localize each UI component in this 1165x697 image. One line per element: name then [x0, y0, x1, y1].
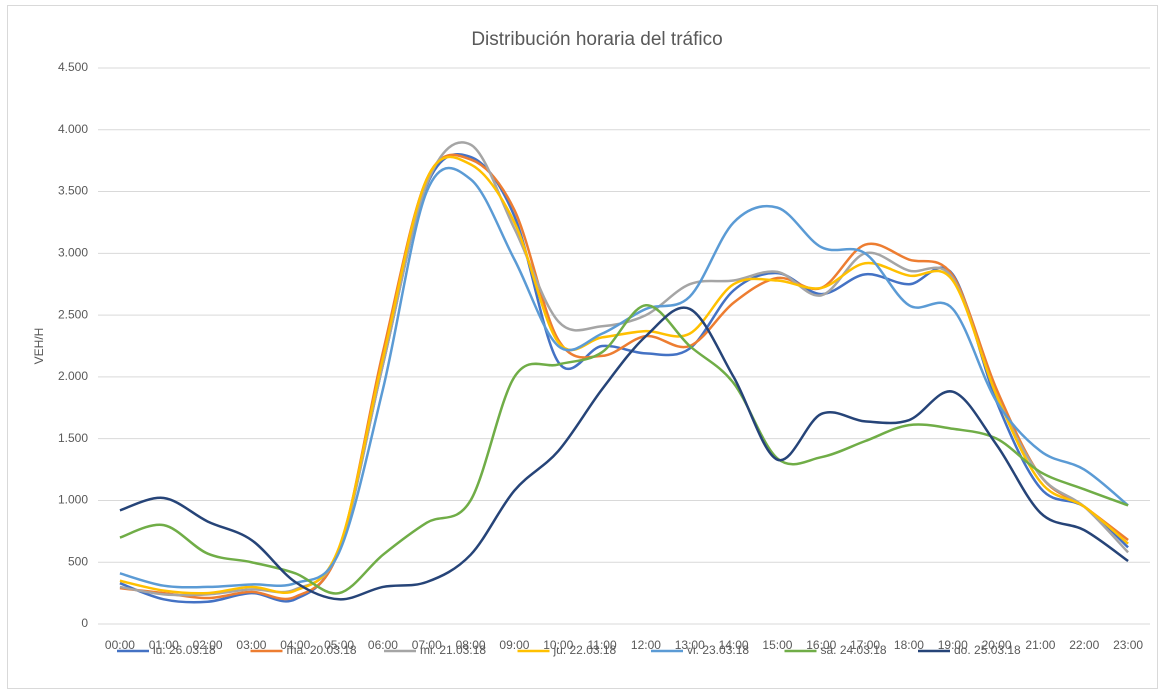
- x-tick-label: 05:00: [324, 638, 354, 652]
- x-tick-label: 17:00: [850, 638, 880, 652]
- chart-title: Distribución horaria del tráfico: [471, 29, 722, 50]
- series-line: [119, 303, 1129, 595]
- series-line: [119, 166, 1129, 589]
- x-tick-label: 02:00: [193, 638, 223, 652]
- x-tick-label: 20:00: [982, 638, 1012, 652]
- x-tick-label: 19:00: [938, 638, 968, 652]
- x-tick-label: 23:00: [1113, 638, 1143, 652]
- x-tick-label: 12:00: [631, 638, 661, 652]
- x-tick-label: 21:00: [1025, 638, 1055, 652]
- y-tick-label: 0: [81, 616, 88, 630]
- x-tick-label: 09:00: [499, 638, 529, 652]
- y-tick-label: 2.000: [58, 369, 88, 383]
- x-tick-label: 11:00: [588, 638, 617, 652]
- y-axis-label: VEH/H: [32, 328, 46, 365]
- y-tick-label: 2.500: [58, 307, 88, 321]
- x-tick-label: 08:00: [456, 638, 486, 652]
- x-tick-label: 00:00: [105, 638, 135, 652]
- x-tick-label: 10:00: [543, 638, 573, 652]
- x-tick-label: 13:00: [675, 638, 705, 652]
- y-tick-label: 500: [68, 554, 88, 568]
- y-tick-label: 1.500: [58, 431, 88, 445]
- legend-label: lu. 26.03.18: [153, 643, 216, 657]
- x-tick-label: 01:00: [149, 638, 179, 652]
- x-tick-label: 07:00: [412, 638, 442, 652]
- series-line: [119, 306, 1129, 601]
- y-tick-label: 1.000: [58, 493, 88, 507]
- legend-label: sá. 24.03.18: [821, 643, 887, 657]
- x-tick-label: 06:00: [368, 638, 398, 652]
- y-tick-label: 3.000: [58, 246, 88, 260]
- y-tick-label: 4.500: [58, 60, 88, 74]
- legend-label: mi. 21.03.18: [420, 643, 486, 657]
- x-tick-label: 15:00: [762, 638, 792, 652]
- x-tick-label: 03:00: [236, 638, 266, 652]
- x-tick-label: 22:00: [1069, 638, 1099, 652]
- x-tick-label: 18:00: [894, 638, 924, 652]
- y-tick-label: 4.000: [58, 122, 88, 136]
- x-tick-label: 16:00: [806, 638, 836, 652]
- x-tick-label: 04:00: [280, 638, 310, 652]
- legend-label: ma. 20.03.18: [287, 643, 357, 657]
- legend-label: vi. 23.03.18: [687, 643, 749, 657]
- legend-label: ju. 22.03.18: [553, 643, 617, 657]
- y-tick-label: 3.500: [58, 184, 88, 198]
- x-tick-label: 14:00: [719, 638, 749, 652]
- legend-label: do. 25.03.18: [954, 643, 1021, 657]
